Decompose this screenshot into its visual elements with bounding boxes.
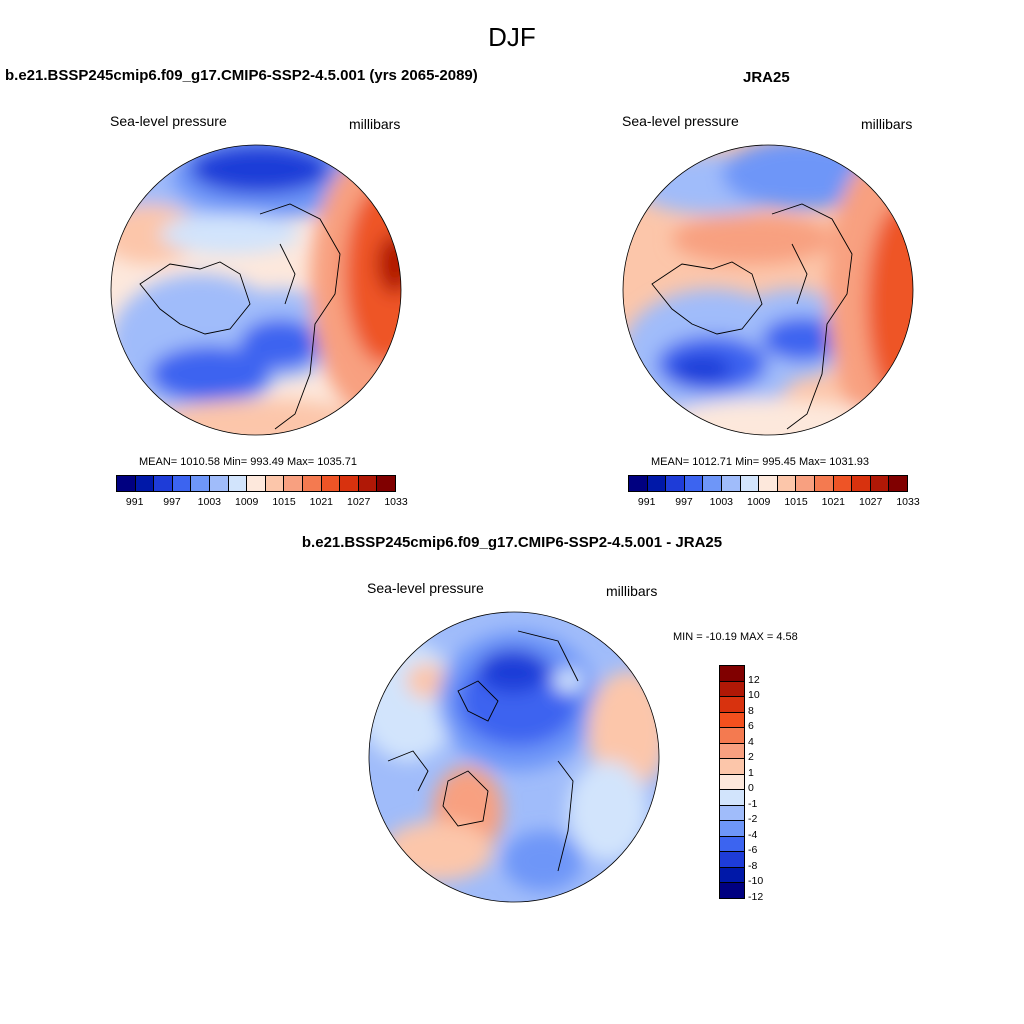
colorbar-tick-label: 991 [637,496,656,508]
colorbar-swatch [172,476,192,491]
colorbar-swatch [247,476,266,491]
colorbar-vertical [719,665,745,899]
panel-title-obs: JRA25 [743,69,790,86]
colorbar-tick-label: -2 [748,813,758,825]
colorbar-tick-label: 997 [163,496,181,508]
colorbar-swatch [720,681,744,697]
colorbar-swatch [720,743,744,759]
colorbar-horizontal [628,475,908,492]
polar-map-obs [622,144,914,436]
colorbar-horizontal [116,475,396,492]
colorbar-tick-label: 1015 [784,496,808,508]
colorbar-swatch [377,476,395,491]
colorbar-swatch [720,712,744,728]
colorbar-ticks: 991 997 1003 1009 1015 1021 1027 1033 [116,496,408,510]
colorbar-swatch [340,476,359,491]
colorbar-swatch [629,476,648,491]
units-label: millibars [349,116,401,132]
colorbar-tick-label: 4 [748,735,754,748]
stats-line: MIN = -10.19 MAX = 4.58 [673,631,798,643]
colorbar-tick-label: 6 [748,720,754,732]
colorbar-swatch [191,476,210,491]
colorbar-tick-label: 991 [125,496,144,508]
colorbar-tick-label: -6 [748,844,758,856]
colorbar-swatch [796,476,815,491]
colorbar-swatch [666,476,685,491]
colorbar-swatch [684,476,704,491]
variable-label: Sea-level pressure [110,113,227,129]
colorbar-tick-label: 0 [748,782,754,794]
stats-line: MEAN= 1012.71 Min= 995.45 Max= 1031.93 [651,456,870,468]
colorbar-tick-label: 1003 [709,496,734,508]
figure-title: DJF [488,22,536,52]
colorbar-tick-label: 1009 [234,496,259,508]
panel-title-model: b.e21.BSSP245cmip6.f09_g17.CMIP6-SSP2-4.… [5,67,478,84]
colorbar-swatch [889,476,907,491]
polar-map-model [110,144,402,436]
panel-title-diff: b.e21.BSSP245cmip6.f09_g17.CMIP6-SSP2-4.… [301,534,723,551]
colorbar-tick-label: -1 [748,797,758,810]
colorbar-tick-label: -4 [748,828,758,841]
colorbar-swatch [720,821,744,837]
colorbar-swatch [720,759,744,775]
stats-line: MEAN= 1010.58 Min= 993.49 Max= 1035.71 [139,456,358,468]
colorbar-swatch [720,852,744,868]
colorbar-tick-label: 1 [748,766,754,779]
colorbar-tick-label: 1033 [384,496,408,508]
colorbar-swatch [135,476,155,491]
colorbar-tick-label: 1009 [746,496,771,508]
colorbar-swatch [703,476,722,491]
colorbar-swatch [720,836,744,852]
colorbar-swatch [777,476,797,491]
colorbar-swatch [721,476,741,491]
colorbar-tick-label: 1021 [309,496,334,508]
colorbar-tick-label: -8 [748,859,758,872]
polar-map-difference [368,611,660,903]
colorbar-swatch [720,867,744,883]
colorbar-tick-label: 1033 [896,496,920,508]
colorbar-tick-label: 1003 [197,496,222,508]
colorbar-swatch [647,476,667,491]
colorbar-tick-label: 12 [748,673,760,686]
colorbar-tick-label: 997 [675,496,693,508]
colorbar-swatch [209,476,229,491]
colorbar-swatch [720,790,744,806]
colorbar-tick-label: 1021 [821,496,846,508]
colorbar-ticks: 12 10 8 6 4 2 1 0 -1 -2 -4 -6 -8 -10 -12 [748,665,788,905]
colorbar-swatch [321,476,341,491]
variable-label: Sea-level pressure [622,113,739,129]
colorbar-swatch [117,476,136,491]
colorbar-swatch [720,774,744,790]
colorbar-swatch [720,883,744,898]
units-label: millibars [606,583,658,599]
colorbar-swatch [720,697,744,713]
colorbar-swatch [720,805,744,821]
colorbar-tick-label: -10 [748,875,764,887]
colorbar-swatch [814,476,834,491]
colorbar-tick-label: 2 [748,751,754,763]
colorbar-swatch [720,666,744,682]
units-label: millibars [861,116,913,132]
colorbar-tick-label: 1027 [858,496,883,508]
colorbar-swatch [302,476,322,491]
colorbar-swatch [284,476,303,491]
colorbar-tick-label: -12 [748,890,764,903]
colorbar-swatch [720,728,744,744]
colorbar-tick-label: 1027 [346,496,371,508]
colorbar-tick-label: 8 [748,704,754,717]
colorbar-swatch [870,476,890,491]
colorbar-ticks: 991 997 1003 1009 1015 1021 1027 1033 [628,496,920,510]
colorbar-swatch [228,476,248,491]
colorbar-tick-label: 1015 [272,496,296,508]
colorbar-swatch [265,476,285,491]
colorbar-swatch [852,476,871,491]
colorbar-swatch [154,476,173,491]
colorbar-tick-label: 10 [748,689,760,701]
variable-label: Sea-level pressure [367,580,484,596]
colorbar-swatch [833,476,853,491]
colorbar-swatch [358,476,378,491]
colorbar-swatch [740,476,760,491]
colorbar-swatch [759,476,778,491]
